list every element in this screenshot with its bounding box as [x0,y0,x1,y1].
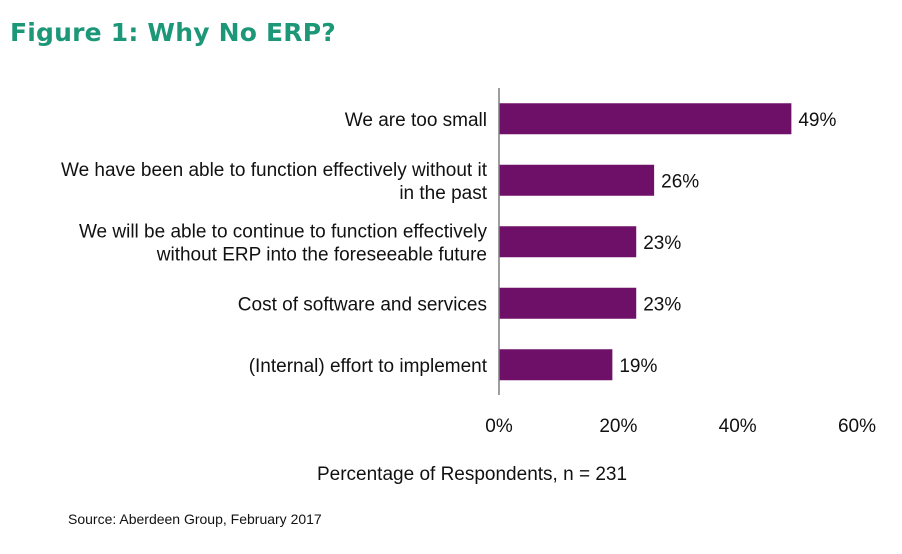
value-labels-group: 49% 26% 23% 23% 19% [619,110,836,377]
bar-3 [499,226,637,258]
value-label-5: 19% [619,356,657,377]
x-tick-label-60: 60% [838,416,876,437]
bar-4 [499,287,637,319]
x-tick-label-40: 40% [719,416,757,437]
x-tick-label-20: 20% [599,416,637,437]
value-label-4: 23% [643,294,681,315]
bars-group [499,103,792,381]
bar-1 [499,103,792,135]
value-label-1: 49% [798,110,836,131]
x-tick-label-0: 0% [485,416,513,437]
x-axis-title: Percentage of Respondents, n = 231 [317,464,627,485]
x-axis-ticks-group: 0% 20% 40% 60% [485,416,876,437]
category-label-2: We have been able to function effectivel… [61,160,488,204]
value-label-2: 26% [661,171,699,192]
figure-title: Figure 1: Why No ERP? [10,18,336,47]
source-note: Source: Aberdeen Group, February 2017 [68,511,322,527]
category-label-5: (Internal) effort to implement [249,356,488,377]
category-label-3: We will be able to continue to function … [79,221,488,265]
bar-5 [499,349,613,381]
category-labels-group: We are too small We have been able to fun… [61,110,488,377]
category-label-4: Cost of software and services [238,294,487,315]
bar-2 [499,164,655,196]
value-label-3: 23% [643,233,681,254]
category-label-1: We are too small [345,110,487,131]
